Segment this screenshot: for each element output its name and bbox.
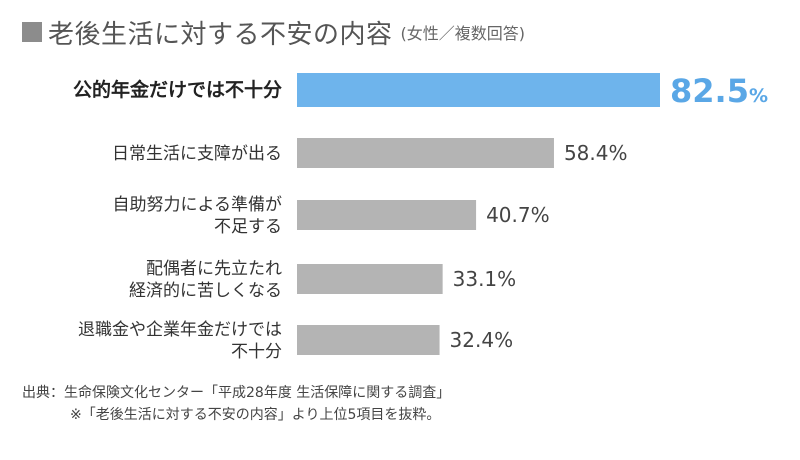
value-label-5: 32.4% [450,328,514,352]
bar-5 [297,325,440,355]
category-label-5-line-1: 退職金や企業年金だけでは [78,320,282,340]
bar-4 [297,264,443,294]
source-note: 出典：生命保険文化センター「平成28年度 生活保障に関する調査」 [22,385,451,401]
value-label-3: 40.7% [486,203,550,227]
chart-title: 老後生活に対する不安の内容 [48,19,393,50]
chart-title-row: 老後生活に対する不安の内容 (女性／複数回答) [22,12,525,52]
title-square-icon [22,22,42,42]
footnote: ※「老後生活に対する不安の内容」より上位5項目を抜粋。 [70,407,441,423]
bar-3 [297,200,477,230]
value-label-4: 33.1% [453,267,517,291]
category-label-4-line-1: 配偶者に先立たれ [146,259,282,279]
category-label-3-line-2: 不足する [214,217,282,237]
bar-1 [297,73,660,107]
category-label-4-line-2: 経済的に苦しくなる [129,281,282,301]
value-label-1: 82.5% [670,72,768,110]
value-label-2: 58.4% [564,141,628,165]
category-label-5-line-2: 不十分 [231,342,282,362]
category-label-2: 日常生活に支障が出る [112,144,282,164]
chart-subtitle: (女性／複数回答) [400,24,526,43]
category-label-3-line-1: 自助努力による準備が [113,195,283,215]
category-label-1: 公的年金だけでは不十分 [73,78,282,101]
chart-footer: 出典：生命保険文化センター「平成28年度 生活保障に関する調査」 ※「老後生活に… [22,382,450,426]
value-unit: % [749,85,768,107]
bar-chart: 公的年金だけでは不十分 82.5% 日常生活に支障が出る 58.4% 自助努力による準備… [73,72,768,362]
bar-2 [297,138,554,168]
